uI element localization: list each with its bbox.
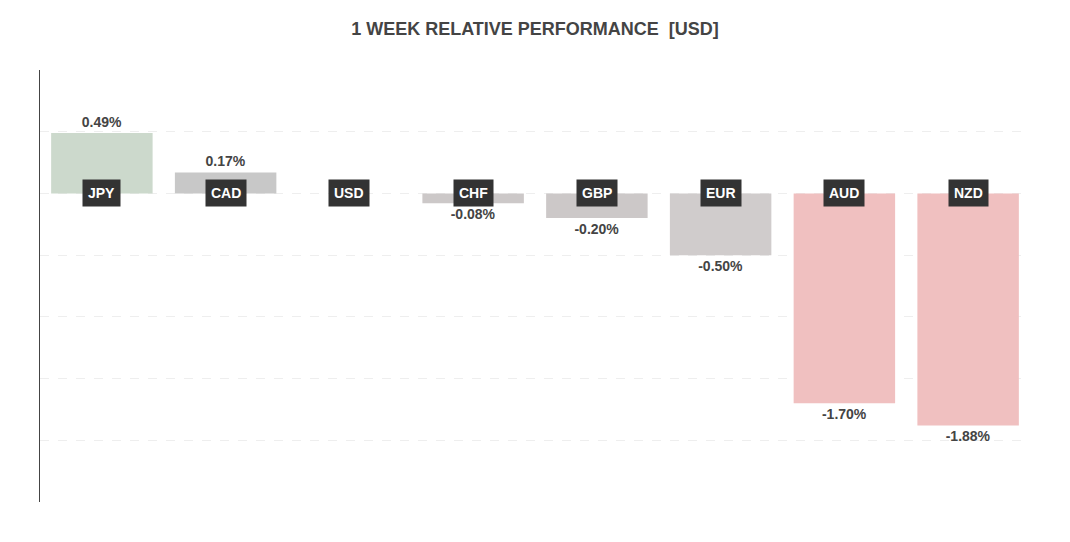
svg-text:0.49%: 0.49% — [82, 114, 122, 130]
svg-text:CAD: CAD — [211, 185, 241, 201]
svg-text:JPY: JPY — [88, 185, 115, 201]
svg-text:EUR: EUR — [706, 185, 736, 201]
svg-text:AUD: AUD — [829, 185, 859, 201]
svg-text:-0.08%: -0.08% — [451, 206, 496, 222]
svg-text:-1.70%: -1.70% — [822, 406, 867, 422]
svg-text:-0.20%: -0.20% — [574, 221, 619, 237]
svg-text:0.17%: 0.17% — [206, 153, 246, 169]
svg-text:GBP: GBP — [582, 185, 612, 201]
svg-text:USD: USD — [334, 185, 364, 201]
svg-text:-0.50%: -0.50% — [698, 258, 743, 274]
svg-text:NZD: NZD — [954, 185, 983, 201]
svg-text:1 WEEK RELATIVE PERFORMANCE [: 1 WEEK RELATIVE PERFORMANCE [USD] — [351, 19, 719, 39]
svg-text:CHF: CHF — [459, 185, 488, 201]
svg-text:-1.88%: -1.88% — [946, 428, 991, 444]
